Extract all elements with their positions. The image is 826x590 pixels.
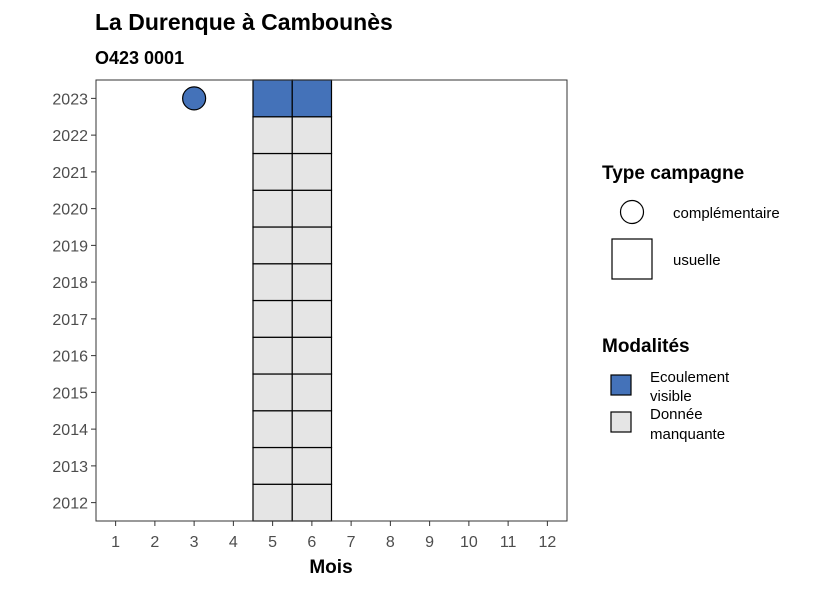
tile-2021-5 — [252, 152, 293, 191]
chart-subtitle: O423 0001 — [95, 48, 184, 68]
x-axis-title: Mois — [309, 557, 352, 578]
legend-square-marker — [611, 238, 653, 280]
y-tick-label: 2020 — [52, 202, 88, 219]
tile-2016-6 — [291, 336, 333, 375]
y-tick-label: 2018 — [52, 275, 88, 292]
tile-2022-6 — [291, 116, 333, 155]
plot-area — [96, 79, 567, 522]
legend-title-modalites: Modalités — [602, 336, 690, 357]
legend-type-campagne: Type campagne complémentaire usuelle — [602, 163, 780, 280]
legend-label-ecoulement-line1: Ecoulement — [650, 369, 730, 386]
x-tick-label: 2 — [150, 534, 159, 551]
tile-2018-6 — [291, 263, 333, 302]
x-tick-label: 4 — [229, 534, 238, 551]
y-tick-label: 2022 — [52, 128, 88, 145]
x-tick-label: 7 — [347, 534, 356, 551]
y-tick-label: 2014 — [52, 422, 88, 439]
legend-title-type-campagne: Type campagne — [602, 163, 744, 184]
legend-label-donnee-line2: manquante — [650, 426, 725, 443]
tile-2019-6 — [291, 226, 333, 265]
legend-label-donnee-line1: Donnée — [650, 406, 703, 423]
tile-2012-6 — [291, 483, 333, 522]
tile-2023-6 — [291, 79, 333, 118]
y-tick-label: 2012 — [52, 496, 88, 513]
tile-2020-5 — [252, 189, 293, 228]
tile-2017-6 — [291, 299, 333, 338]
tile-2021-6 — [291, 152, 333, 191]
y-tick-label: 2019 — [52, 238, 88, 255]
tile-2016-5 — [252, 336, 293, 375]
tile-2014-6 — [291, 410, 333, 449]
tile-2023-5 — [252, 79, 293, 118]
y-tick-label: 2015 — [52, 385, 88, 402]
x-axis: 1 2 3 4 5 6 7 8 9 10 11 12 — [111, 521, 556, 551]
legend-swatch-ecoulement-visible — [610, 374, 632, 396]
legend-swatch-donnee-manquante — [610, 411, 632, 433]
x-tick-label: 12 — [538, 534, 556, 551]
legend-circle-marker — [619, 199, 645, 225]
tile-2022-5 — [252, 116, 293, 155]
chart-title: La Durenque à Cambounès — [95, 9, 393, 35]
y-axis: 2012 2013 2014 2015 2016 2017 2018 2019 2020 2021… — [52, 91, 96, 513]
y-tick-label: 2013 — [52, 459, 88, 476]
tile-2020-6 — [291, 189, 333, 228]
legend-modalites: Modalités Ecoulement visible Donnée manq… — [602, 336, 730, 443]
x-tick-label: 9 — [425, 534, 434, 551]
y-tick-label: 2023 — [52, 91, 88, 108]
x-tick-label: 10 — [460, 534, 478, 551]
plot-border — [95, 79, 568, 522]
tile-2015-5 — [252, 373, 293, 412]
legend-label-ecoulement-line2: visible — [650, 388, 692, 405]
tile-2018-5 — [252, 263, 293, 302]
y-tick-label: 2016 — [52, 349, 88, 366]
x-tick-label: 3 — [190, 534, 199, 551]
y-tick-label: 2017 — [52, 312, 88, 329]
y-tick-label: 2021 — [52, 165, 88, 182]
tile-2015-6 — [291, 373, 333, 412]
tile-2017-5 — [252, 299, 293, 338]
tile-2014-5 — [252, 410, 293, 449]
tile-2013-5 — [252, 446, 293, 485]
x-tick-label: 1 — [111, 534, 120, 551]
tile-2019-5 — [252, 226, 293, 265]
legend-label-usuelle: usuelle — [673, 252, 721, 269]
x-tick-label: 11 — [500, 534, 517, 551]
point-2023-3 — [182, 86, 207, 111]
x-tick-label: 6 — [307, 534, 316, 551]
legend-label-complementaire: complémentaire — [673, 205, 780, 222]
tile-2013-6 — [291, 446, 333, 485]
tile-2012-5 — [252, 483, 293, 522]
x-tick-label: 8 — [386, 534, 395, 551]
x-tick-label: 5 — [268, 534, 277, 551]
